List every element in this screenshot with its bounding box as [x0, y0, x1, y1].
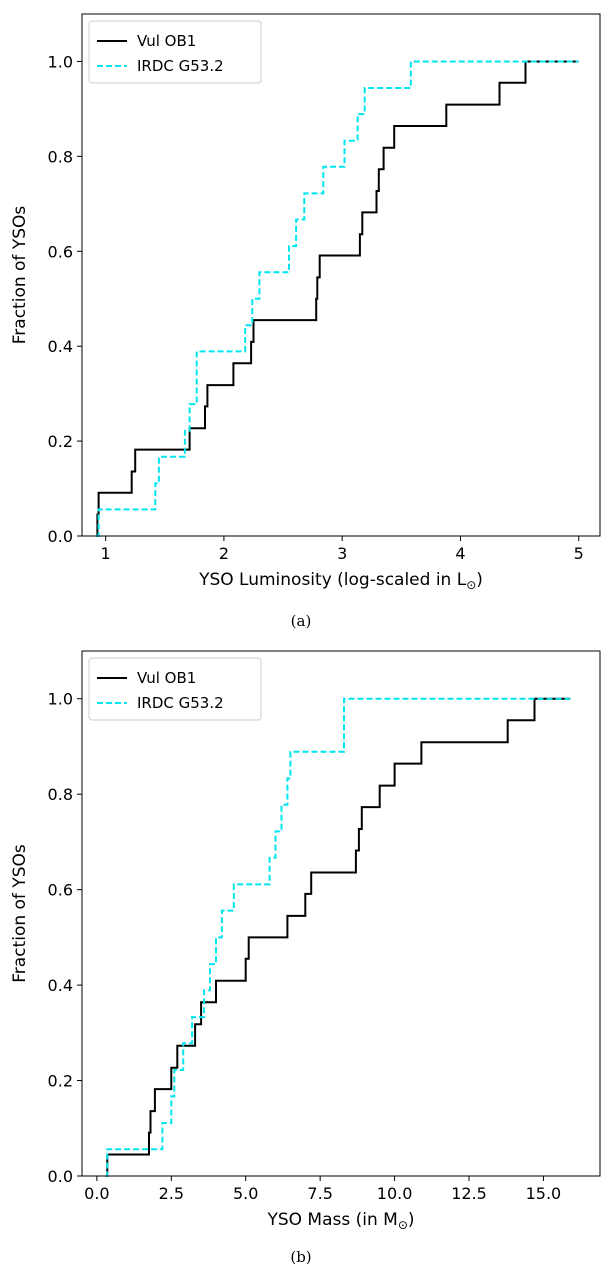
x-tick-label: 10.0	[377, 1184, 413, 1203]
legend-box	[88, 20, 262, 84]
series-line-irdc-g53-2	[105, 697, 571, 1177]
x-tick-label: 4	[455, 544, 465, 563]
y-tick-label: 0.6	[48, 242, 73, 261]
x-tick-label: 5.0	[233, 1184, 258, 1203]
chart-panel-a: 1 2 3 4 5 0.0 0.2 0.4 0.6 0.8 1.0 YSO Luminosity (l…	[10, 13, 601, 630]
series-line-irdc-g53-2	[96, 60, 579, 537]
y-tick-label: 1.0	[48, 52, 73, 71]
series-line-vul-ob1	[105, 697, 571, 1177]
x-axis-label: YSO Luminosity (log-scaled in L⊙)	[198, 570, 483, 592]
y-tick-label: 0.4	[48, 337, 73, 356]
x-tick-label: 5	[574, 544, 584, 563]
plot-frame	[81, 13, 601, 537]
x-tick-label: 3	[337, 544, 347, 563]
y-tick-label: 0.0	[48, 1167, 73, 1186]
x-tick-label: 2.5	[159, 1184, 184, 1203]
x-tick-label: 15.0	[526, 1184, 562, 1203]
y-tick-label: 0.0	[48, 527, 73, 546]
y-axis-label: Fraction of YSOs	[10, 206, 30, 345]
y-axis-label: Fraction of YSOs	[10, 844, 30, 983]
y-tick-label: 0.2	[48, 1072, 73, 1091]
y-tick-label: 0.8	[48, 785, 73, 804]
x-tick-label: 12.5	[451, 1184, 487, 1203]
y-tick-label: 1.0	[48, 690, 73, 709]
x-tick-label: 0.0	[84, 1184, 109, 1203]
chart-b: 0.0 2.5 5.0 7.5 10.0 12.5 15.0 0.0 0.2 0.4 0.6 0.8 1…	[10, 650, 601, 1232]
y-tick-label: 0.6	[48, 881, 73, 900]
y-tick-label: 0.4	[48, 976, 73, 995]
x-tick-label: 1	[101, 544, 111, 563]
chart-a: 1 2 3 4 5 0.0 0.2 0.4 0.6 0.8 1.0 YSO Luminosity (l…	[10, 13, 601, 592]
x-tick-label: 7.5	[307, 1184, 332, 1203]
y-tick-label: 0.8	[48, 147, 73, 166]
legend-label: IRDC G53.2	[137, 694, 224, 712]
x-tick-label: 2	[219, 544, 229, 563]
y-tick-label: 0.2	[48, 432, 73, 451]
legend-label: IRDC G53.2	[137, 57, 224, 75]
x-axis-label: YSO Mass (in M⊙)	[266, 1210, 414, 1232]
legend-label: Vul OB1	[137, 669, 196, 687]
caption-b: (b)	[290, 1248, 312, 1266]
series-line-vul-ob1	[96, 60, 579, 537]
legend-label: Vul OB1	[137, 32, 196, 50]
caption-a: (a)	[290, 612, 312, 630]
plot-frame	[81, 650, 601, 1177]
legend: Vul OB1 IRDC G53.2	[88, 20, 262, 84]
chart-panel-b: 0.0 2.5 5.0 7.5 10.0 12.5 15.0 0.0 0.2 0.4 0.6 0.8 1…	[0, 640, 602, 1274]
legend-box	[88, 657, 262, 721]
legend: Vul OB1 IRDC G53.2	[88, 657, 262, 721]
